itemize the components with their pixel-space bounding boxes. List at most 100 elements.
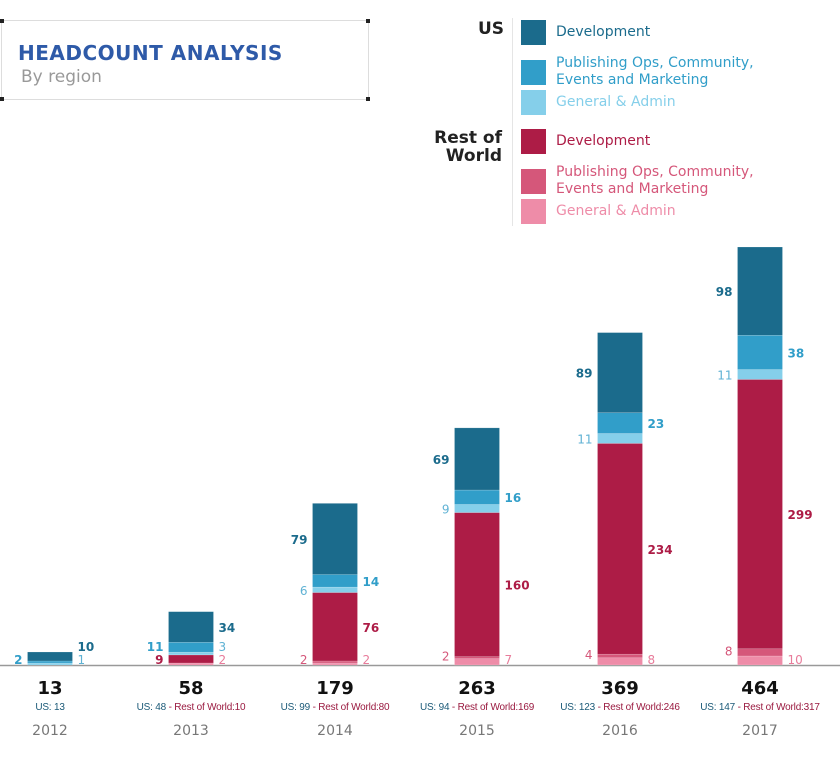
bar-segment — [737, 335, 783, 370]
data-label: 34 — [219, 621, 236, 635]
data-label: 11 — [147, 640, 164, 654]
data-label: 160 — [505, 579, 530, 593]
bar-segment — [454, 504, 500, 513]
year-label: 2017 — [742, 723, 778, 739]
legend-label: Publishing Ops, Community, Events and Ma… — [556, 55, 754, 88]
bar-segment — [737, 655, 783, 666]
header-box: HEADCOUNT ANALYSIS By region — [0, 19, 370, 101]
data-label: 10 — [78, 640, 95, 654]
legend-item: Publishing Ops, Community, Events and Ma… — [521, 164, 766, 198]
total-label: 369 — [601, 678, 639, 699]
year-label: 2014 — [317, 723, 353, 739]
bar-segment — [312, 662, 358, 666]
legend-region-us: US — [477, 19, 504, 39]
data-label: 16 — [505, 491, 522, 505]
data-label: 2 — [300, 653, 308, 667]
breakdown-label: US: 123 - Rest of World:246 — [560, 702, 680, 713]
year-label: 2013 — [173, 723, 209, 739]
data-label: 7 — [505, 653, 513, 667]
bar-segment — [597, 657, 643, 666]
bar-segment — [168, 611, 214, 643]
total-label: 263 — [458, 678, 496, 699]
data-label: 2 — [363, 653, 371, 667]
breakdown-label: US: 13 — [35, 702, 65, 713]
bar-segment — [312, 592, 358, 662]
bar-segment — [312, 586, 358, 593]
legend-item: General & Admin — [521, 199, 766, 224]
breakdown-label: US: 48 - Rest of World:10 — [137, 702, 246, 713]
bar-segment — [454, 512, 500, 657]
data-label: 23 — [648, 417, 665, 431]
breakdown-label: US: 94 - Rest of World:169 — [420, 702, 535, 713]
bar-segment — [312, 574, 358, 588]
bar-segment — [27, 662, 73, 666]
year-label: 2012 — [32, 723, 68, 739]
breakdown-label: US: 147 - Rest of World:317 — [700, 702, 820, 713]
total-label: 13 — [37, 678, 62, 699]
data-label: 234 — [648, 543, 673, 557]
data-label: 6 — [300, 584, 308, 598]
bar-segment — [454, 427, 500, 491]
data-label: 69 — [433, 453, 450, 467]
bar-segment — [168, 642, 214, 653]
data-label: 14 — [363, 575, 380, 589]
bar-segment — [168, 662, 214, 666]
legend-label: General & Admin — [556, 203, 676, 219]
year-label: 2016 — [602, 723, 638, 739]
data-label: 89 — [576, 367, 593, 381]
data-label: 11 — [717, 368, 732, 382]
bar-segment — [454, 656, 500, 659]
data-label: 2 — [14, 653, 22, 667]
legend-item: Development — [521, 20, 766, 45]
legend-label: General & Admin — [556, 94, 676, 110]
bar-segment — [737, 379, 783, 650]
legend-swatch — [521, 199, 546, 224]
data-label: 3 — [219, 640, 227, 654]
legend-swatch — [521, 20, 546, 45]
bar-segment — [737, 369, 783, 380]
bar-segment — [27, 651, 73, 662]
bar-segment — [168, 654, 214, 664]
data-label: 9 — [442, 503, 450, 517]
bar-segment — [27, 660, 73, 664]
legend-label: Development — [556, 133, 651, 149]
legend-swatch — [521, 168, 546, 194]
bar-segment — [454, 658, 500, 666]
bar-segment — [597, 443, 643, 655]
data-label: 299 — [788, 508, 813, 522]
bar-segment — [737, 246, 783, 336]
data-label: 98 — [716, 285, 733, 299]
legend-region-row: Rest of World — [434, 128, 502, 166]
legend-item: General & Admin — [521, 90, 766, 115]
data-label: 2 — [442, 650, 450, 664]
bar-segment — [312, 503, 358, 575]
data-label: 4 — [585, 648, 593, 662]
bar-segment — [597, 332, 643, 414]
legend-item: Development — [521, 129, 766, 154]
legend-label: Development — [556, 24, 651, 40]
chart-title: HEADCOUNT ANALYSIS — [18, 41, 283, 65]
data-label: 10 — [788, 653, 803, 667]
data-label: 79 — [291, 533, 308, 547]
total-label: 58 — [178, 678, 203, 699]
data-label: 8 — [725, 644, 733, 658]
bar-segment — [312, 660, 358, 664]
data-label: 2 — [219, 653, 227, 667]
bar-segment — [168, 651, 214, 656]
data-label: 8 — [648, 653, 656, 667]
bar-segment — [454, 489, 500, 505]
bar-segment — [597, 433, 643, 444]
legend-divider — [512, 18, 513, 226]
bar-segment — [597, 412, 643, 434]
chart-subtitle: By region — [21, 67, 102, 87]
bar-segment — [737, 648, 783, 657]
data-label: 76 — [363, 621, 380, 635]
total-label: 464 — [741, 678, 779, 699]
year-label: 2015 — [459, 723, 495, 739]
legend-item: Publishing Ops, Community, Events and Ma… — [521, 55, 766, 89]
data-label: 38 — [788, 346, 805, 360]
legend-swatch — [521, 59, 546, 85]
data-label: 11 — [577, 432, 592, 446]
legend-swatch — [521, 90, 546, 115]
